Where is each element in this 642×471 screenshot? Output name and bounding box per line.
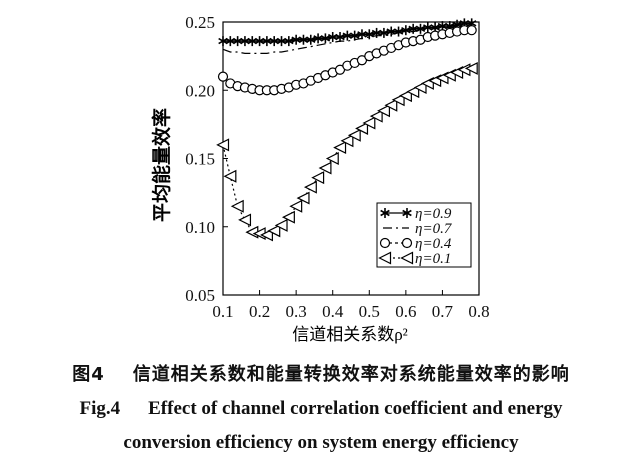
- x-tick-label: 0.4: [322, 302, 344, 321]
- triangle-marker: [362, 116, 376, 130]
- triangle-marker: [399, 89, 412, 103]
- triangle-marker: [230, 199, 244, 213]
- asterisk-marker: [364, 29, 375, 40]
- y-tick-label: 0.10: [185, 218, 215, 237]
- legend-entry-4: η=0.1: [378, 251, 451, 267]
- asterisk-stroke: [335, 33, 345, 41]
- caption-en-label: Fig.4: [79, 398, 121, 419]
- triangle-marker: [274, 218, 288, 232]
- circle-marker: [379, 237, 391, 249]
- legend-entry-3: η=0.4: [379, 236, 452, 252]
- triangle-marker: [267, 224, 281, 238]
- series-line: [222, 24, 472, 55]
- triangle-marker: [378, 251, 392, 265]
- series-4: [216, 61, 478, 242]
- asterisk-stroke: [401, 26, 411, 34]
- asterisk-stroke: [284, 37, 294, 45]
- series-2: [222, 24, 472, 55]
- triangle-marker: [347, 128, 361, 142]
- legend-label: η=0.7: [415, 221, 453, 237]
- triangle-marker: [406, 85, 420, 99]
- series-3: [217, 25, 477, 96]
- asterisk-marker: [284, 36, 294, 47]
- asterisk-stroke: [364, 31, 375, 38]
- asterisk-marker: [401, 25, 411, 36]
- legend-label: η=0.4: [415, 236, 452, 252]
- legend-label: η=0.9: [415, 206, 452, 222]
- triangle-marker: [391, 93, 405, 107]
- triangle-marker: [281, 210, 295, 224]
- asterisk-stroke: [349, 32, 360, 39]
- caption-chinese: 图4 信道相关系数和能量转换效率对系统能量效率的影响: [0, 360, 642, 386]
- triangle-marker: [340, 134, 354, 148]
- caption-en-text-2: conversion efficiency on system energy e…: [123, 432, 519, 453]
- y-tick-label: 0.20: [185, 81, 215, 100]
- triangle-marker: [377, 104, 391, 118]
- asterisk-marker: [306, 34, 316, 45]
- circle-marker: [217, 71, 229, 82]
- triangle-marker: [296, 191, 310, 205]
- asterisk-stroke: [380, 209, 390, 217]
- y-tick-label: 0.25: [185, 13, 215, 32]
- triangle-marker: [325, 152, 339, 165]
- x-tick-label: 0.1: [212, 302, 233, 321]
- asterisk-stroke: [320, 35, 331, 42]
- y-tick-label: 0.05: [185, 286, 215, 305]
- asterisk-marker: [349, 30, 360, 41]
- triangle-marker: [318, 161, 332, 175]
- legend-label: η=0.1: [415, 251, 451, 267]
- asterisk-stroke: [379, 29, 389, 37]
- triangle-marker: [400, 251, 414, 265]
- y-tick-label: 0.15: [185, 150, 215, 169]
- energy-efficiency-chart: 0.1 0.2 0.3 0.4 0.5 0.6 0.7 0.8 0.05 0.10 0.15 0.20…: [150, 13, 490, 344]
- x-tick-label: 0.8: [468, 302, 489, 321]
- x-tick-label: 0.6: [395, 302, 416, 321]
- x-tick-label: 0.5: [359, 302, 380, 321]
- asterisk-marker: [380, 208, 390, 218]
- triangle-marker: [333, 141, 347, 155]
- legend-entry-2: η=0.7: [383, 221, 453, 237]
- asterisk-marker: [320, 33, 331, 44]
- triangle-marker: [311, 171, 325, 185]
- legend-box: [376, 202, 472, 268]
- asterisk-stroke: [306, 36, 316, 43]
- circle-marker: [466, 25, 477, 36]
- asterisk-stroke: [402, 209, 412, 217]
- triangle-marker: [355, 121, 369, 135]
- triangle-marker: [303, 180, 317, 194]
- triangle-marker: [413, 81, 427, 94]
- y-axis-label: 平均能量效率: [150, 108, 173, 222]
- asterisk-marker: [402, 208, 412, 218]
- triangle-marker: [223, 169, 237, 183]
- circle-marker: [401, 237, 413, 249]
- asterisk-marker: [335, 32, 345, 43]
- x-tick-label: 0.7: [432, 302, 454, 321]
- triangle-marker: [238, 213, 252, 227]
- caption-zh-label: 图4: [72, 364, 105, 385]
- x-tick-label: 0.3: [286, 302, 307, 321]
- caption-english-line-1: Fig.4 Effect of channel correlation coeff…: [0, 398, 642, 420]
- x-tick-label: 0.2: [249, 302, 270, 321]
- x-axis-label: 信道相关系数ρ²: [292, 325, 408, 344]
- triangle-marker: [216, 138, 230, 152]
- caption-english-line-2: conversion efficiency on system energy e…: [0, 432, 642, 454]
- asterisk-stroke: [444, 22, 455, 30]
- legend-entry-1: η=0.9: [380, 206, 452, 222]
- triangle-marker: [289, 199, 303, 213]
- caption-zh-text: 信道相关系数和能量转换效率对系统能量效率的影响: [132, 364, 570, 385]
- triangle-marker: [260, 228, 273, 242]
- triangle-marker: [369, 109, 383, 123]
- caption-en-text-1: Effect of channel correlation coefficien…: [148, 398, 563, 419]
- triangle-marker: [384, 98, 398, 112]
- triangle-marker: [464, 61, 478, 75]
